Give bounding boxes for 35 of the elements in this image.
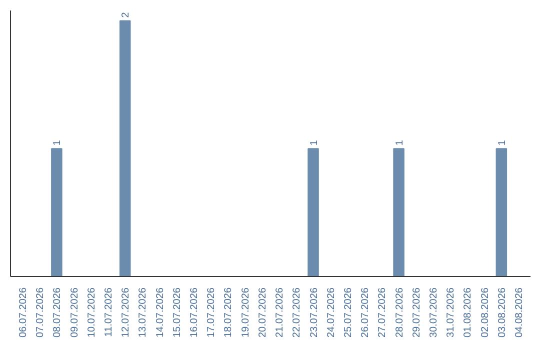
x-tick-label: 07.07.2026 — [35, 287, 46, 338]
data-label: 1 — [52, 140, 64, 146]
x-tick-label: 28.07.2026 — [394, 287, 406, 338]
x-tick-label: 03.08.2026 — [496, 287, 508, 338]
x-tick-label: 21.07.2026 — [274, 287, 286, 338]
x-tick-label: 08.07.2026 — [52, 287, 64, 338]
x-tick-label: 09.07.2026 — [69, 287, 80, 338]
x-tick-label: 10.07.2026 — [86, 287, 98, 338]
data-label: 1 — [394, 140, 406, 146]
data-label: 1 — [308, 140, 320, 146]
x-tick-label: 27.07.2026 — [377, 287, 388, 338]
x-tick-label: 26.07.2026 — [360, 287, 372, 338]
x-tick-label: 30.07.2026 — [428, 287, 440, 338]
x-tick-label: 31.07.2026 — [446, 287, 457, 338]
x-tick-label: 22.07.2026 — [292, 287, 303, 338]
data-label: 1 — [496, 140, 508, 146]
x-tick-label: 23.07.2026 — [308, 287, 320, 338]
x-tick-label: 25.07.2026 — [342, 287, 354, 338]
x-tick-label: 01.08.2026 — [462, 287, 474, 338]
x-tick-label: 13.07.2026 — [138, 287, 149, 338]
x-tick-label: 16.07.2026 — [189, 287, 200, 338]
x-tick-label: 19.07.2026 — [240, 287, 252, 338]
x-tick-label: 17.07.2026 — [206, 287, 218, 338]
x-tick-label: 04.08.2026 — [514, 287, 526, 338]
x-tick-label: 14.07.2026 — [154, 287, 166, 338]
x-tick-label: 20.07.2026 — [257, 287, 268, 338]
x-tick-label: 24.07.2026 — [326, 287, 337, 338]
x-tick-label: 18.07.2026 — [223, 287, 234, 338]
x-tick-label: 15.07.2026 — [172, 287, 183, 338]
x-tick-label: 11.07.2026 — [104, 287, 114, 337]
data-label: 2 — [120, 12, 132, 18]
x-tick-label: 12.07.2026 — [120, 287, 132, 338]
x-tick-label: 06.07.2026 — [18, 287, 29, 338]
x-tick-label: 02.08.2026 — [480, 287, 491, 338]
x-tick-label: 29.07.2026 — [411, 287, 422, 338]
